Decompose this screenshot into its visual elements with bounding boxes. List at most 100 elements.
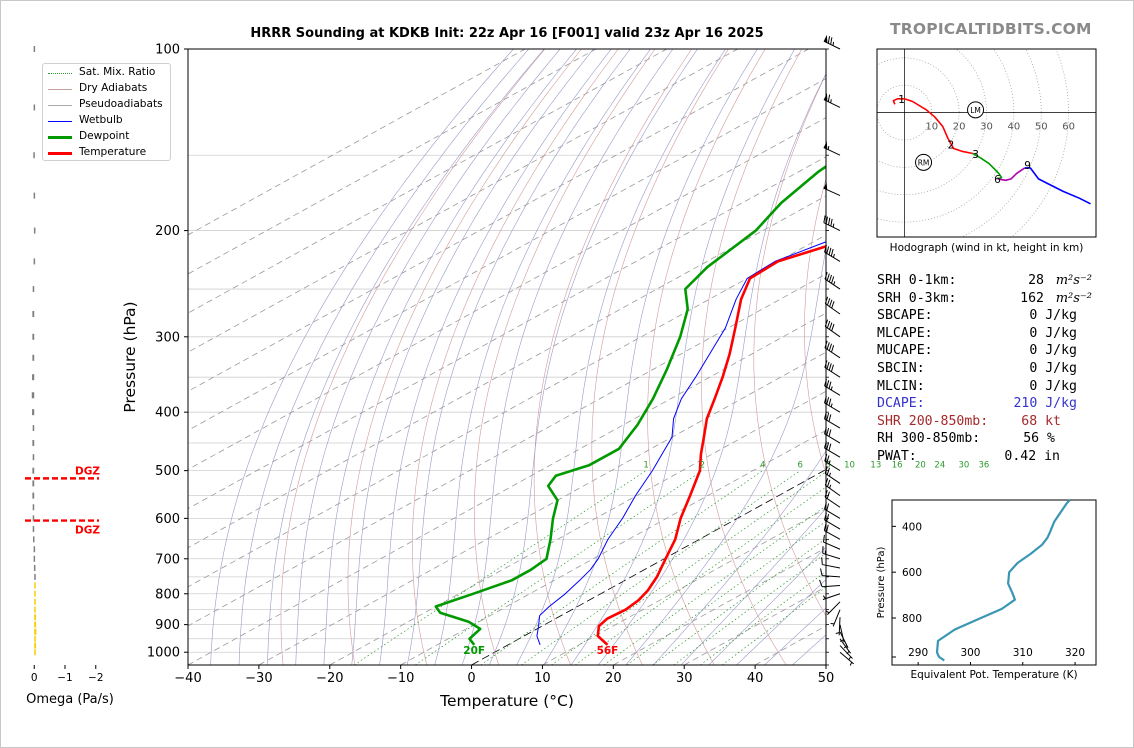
moist-adiabat-line (625, 247, 826, 665)
wind-barb-full (828, 274, 833, 283)
wind-barb-half (830, 403, 833, 408)
wind-barb-staff (823, 541, 841, 550)
theta-e-x-tick-label: 320 (1065, 647, 1085, 659)
x-tick-label: 50 (818, 671, 835, 686)
y-tick-label: 300 (155, 330, 180, 345)
wind-barb-full (826, 524, 829, 532)
wind-barb-staff (825, 484, 841, 497)
y-tick-label: 700 (155, 552, 180, 567)
wind-barb-staff (825, 303, 841, 315)
wind-barb-full (826, 413, 830, 421)
omega-bar (32, 311, 35, 318)
wind-barb-full (824, 411, 827, 420)
isotherm-line (188, 49, 738, 353)
hodograph-height-label: 2 (948, 139, 955, 151)
skewt-plot (188, 49, 826, 665)
stat-row-mlcape: MLCAPE: 0 J/kg (877, 325, 1092, 343)
wetbulb-profile (536, 241, 826, 645)
hodograph-ring-label: 20 (953, 122, 966, 133)
hodograph-ring-label: 60 (1062, 122, 1075, 133)
dry-adiabat-line (533, 49, 692, 665)
y-tick-label: 500 (155, 464, 180, 479)
wind-barb-staff (827, 601, 841, 616)
wind-barb-full (826, 342, 830, 350)
wind-barb-staff (824, 496, 841, 508)
dry-adiabat-line (591, 49, 729, 665)
hodograph-caption: Hodograph (wind in kt, height in km) (890, 242, 1084, 254)
wind-barb-full (828, 398, 832, 406)
stat-row-pwat: PWAT: 0.42 in (877, 448, 1092, 466)
stat-value: 0 J/kg (1029, 360, 1077, 376)
wind-barb-flag (823, 34, 828, 43)
wind-barb-full (826, 298, 831, 306)
mixing-ratio-label: 16 (892, 461, 903, 471)
omega-bar (34, 573, 36, 580)
omega-tick-label: −2 (88, 672, 103, 684)
y-tick-label: 1000 (147, 646, 180, 661)
wind-barb-full (824, 512, 827, 521)
omega-bar (32, 480, 35, 487)
legend-item-temperature: Temperature (43, 146, 170, 162)
wind-barb-staff (824, 347, 841, 359)
wind-barb-half (830, 386, 833, 391)
mixing-ratio-line (603, 505, 826, 665)
mixing-ratio-line (626, 520, 826, 665)
moist-adiabat-line (543, 49, 758, 665)
wind-barb-full (826, 514, 830, 522)
wind-barb-full (824, 426, 827, 434)
theta-e-y-label: Pressure (hPa) (876, 547, 887, 619)
wind-barb-full (830, 218, 833, 227)
omega-bar (34, 582, 36, 589)
mixing-ratio-line (673, 552, 826, 665)
wind-barb-staff (839, 624, 845, 643)
wind-barb-full (824, 502, 827, 510)
hodograph-height-label: 3 (972, 149, 979, 161)
storm-motion-label: RM (918, 158, 930, 167)
wind-barb-full (823, 215, 826, 223)
mixing-ratio-label: 10 (844, 461, 855, 471)
wind-barb-flag (823, 181, 828, 190)
omega-bar (32, 454, 35, 461)
wind-barb-half (829, 484, 832, 489)
storm-motion-label: LM (970, 106, 981, 115)
legend-label: Sat. Mix. Ratio (79, 66, 156, 78)
wind-barb-half (832, 41, 835, 46)
mixing-ratio-line (551, 471, 826, 665)
wind-barb-full (826, 320, 831, 329)
hodograph-trace (972, 152, 1003, 180)
omega-bar (34, 590, 36, 597)
stat-value: 0 J/kg (1029, 308, 1077, 324)
wind-barb-full (824, 453, 828, 462)
stat-row-shear: SHR 200-850mb: 68 kt (877, 413, 1092, 431)
wind-barb-full (820, 568, 823, 576)
moist-adiabat-line (653, 450, 826, 665)
wind-barb-staff (823, 40, 841, 50)
x-tick-label: −40 (174, 671, 201, 686)
omega-bar (33, 104, 36, 111)
y-tick-label: 100 (155, 43, 180, 58)
wind-barb-full (828, 247, 832, 255)
surface-temp-label: 56F (597, 645, 619, 657)
stat-value: 56 % (1023, 431, 1055, 447)
hodograph-trace (947, 138, 973, 155)
stats-panel: SRH 0-1km: 28 m²s⁻² SRH 0-3km: 162 m²s⁻² SBC… (877, 272, 1092, 466)
hodograph-trace (997, 167, 1026, 182)
hodograph-frame (876, 48, 1097, 238)
legend-item-dewpoint: Dewpoint (43, 130, 170, 146)
wind-barb-full (831, 301, 835, 309)
hodograph-height-label: 6 (994, 174, 1001, 186)
theta-e-y-tick-label: 600 (902, 567, 922, 579)
wind-barb-staff (824, 418, 841, 429)
storm-motion-marker (967, 101, 985, 119)
wind-barb-full (831, 323, 835, 332)
theta-e-y-tick-label: 800 (902, 613, 922, 625)
stat-value: 68 kt (1021, 413, 1061, 429)
wind-barb-staff (839, 638, 852, 654)
dry-adiabat-line (474, 49, 656, 665)
mixing-ratio-line (652, 538, 826, 665)
wind-barb-staff (822, 575, 841, 578)
omega-bar (34, 642, 37, 649)
moist-adiabat-line (516, 49, 726, 665)
y-tick-label: 600 (155, 512, 180, 527)
